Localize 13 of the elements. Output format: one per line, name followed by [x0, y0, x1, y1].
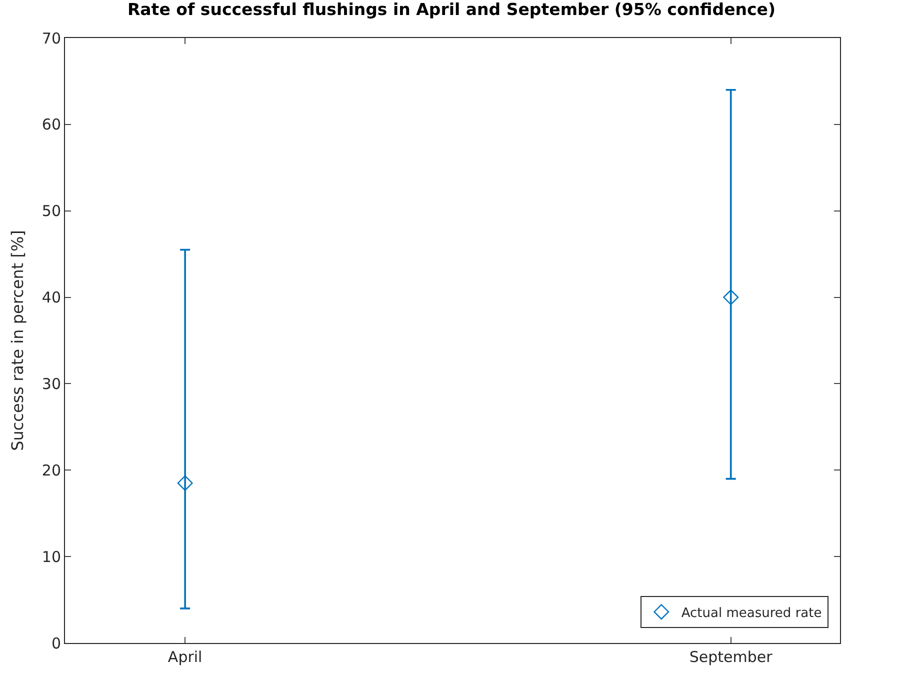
y-axis-title: Success rate in percent [%] — [8, 230, 27, 451]
y-tick-label: 0 — [51, 634, 61, 652]
chart-title: Rate of successful flushings in April and September (95% confidence) — [127, 0, 776, 19]
legend-label: Actual measured rate — [681, 606, 822, 621]
y-tick-label: 70 — [42, 29, 61, 48]
y-tick-label: 10 — [42, 548, 61, 566]
y-tick-label: 20 — [42, 461, 61, 480]
x-tick-label: April — [168, 648, 202, 666]
y-tick-label: 50 — [42, 202, 61, 220]
y-tick-label: 30 — [42, 374, 61, 393]
y-tick-label: 40 — [42, 288, 61, 307]
x-tick-label: September — [689, 648, 774, 666]
y-tick-label: 60 — [42, 116, 61, 134]
